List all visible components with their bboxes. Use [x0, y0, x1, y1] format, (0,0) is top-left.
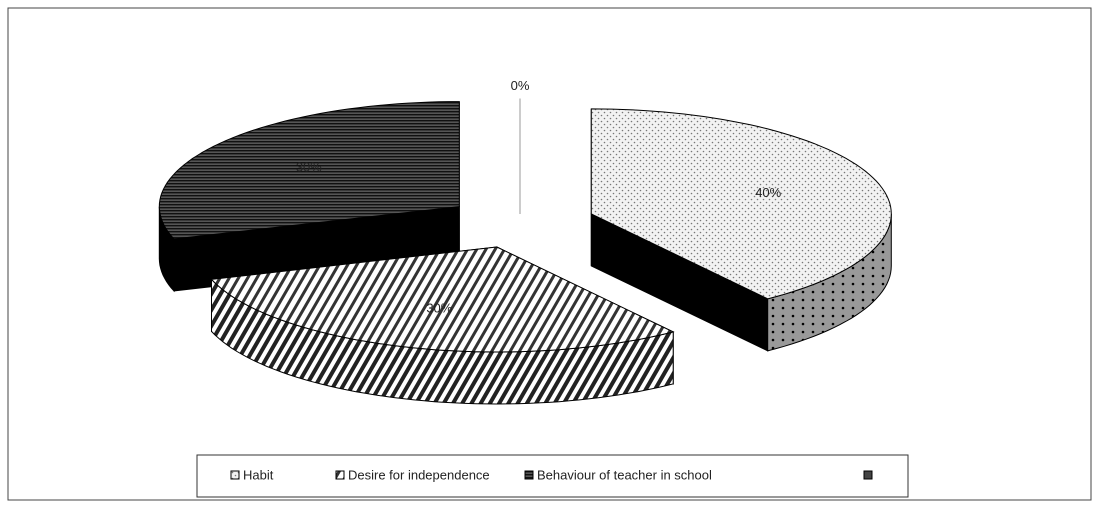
- legend-label: Behaviour of teacher in school: [537, 467, 712, 482]
- slice: [158, 101, 460, 240]
- data-label: 30%: [426, 300, 452, 315]
- legend-swatch: [524, 470, 534, 480]
- legend-label: Desire for independence: [348, 467, 490, 482]
- slice: [590, 108, 892, 300]
- data-label: 30%: [296, 160, 322, 175]
- legend-swatch: [863, 470, 873, 480]
- legend-swatch: [335, 470, 345, 480]
- data-label: 40%: [755, 185, 781, 200]
- data-label: 0%: [511, 78, 530, 93]
- legend-label: Habit: [243, 467, 274, 482]
- legend-box: [196, 454, 909, 498]
- legend-swatch: [230, 470, 240, 480]
- slice: [210, 246, 675, 353]
